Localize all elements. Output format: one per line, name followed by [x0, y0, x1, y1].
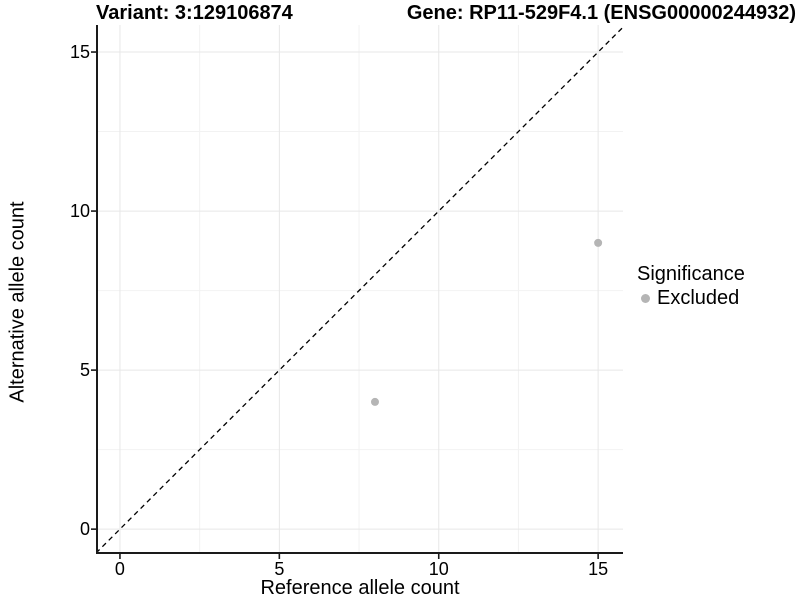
y-tick-label: 15	[69, 42, 90, 63]
y-tick-label: 10	[69, 201, 90, 222]
x-tick-label: 15	[588, 559, 609, 579]
plot-title-row: Variant: 3:129106874 Gene: RP11-529F4.1 …	[96, 2, 796, 25]
legend-item-excluded: Excluded	[637, 287, 745, 310]
plot-title-variant: Variant: 3:129106874	[96, 2, 293, 24]
legend: Significance Excluded	[637, 263, 745, 310]
y-tick-label: 0	[79, 519, 90, 540]
x-tick-label: 10	[428, 559, 449, 579]
legend-point-icon	[641, 294, 650, 303]
x-axis-title: Reference allele count	[260, 577, 460, 599]
plot-title-gene: Gene: RP11-529F4.1 (ENSG00000244932)	[406, 2, 796, 24]
identity-dashed-line	[97, 26, 623, 553]
y-axis-title: Alternative allele count	[6, 201, 29, 403]
data-point	[594, 238, 603, 247]
data-point	[370, 397, 379, 406]
legend-title: Significance	[637, 263, 745, 285]
x-tick-label: 0	[114, 559, 125, 579]
x-tick-label: 5	[274, 559, 285, 579]
legend-item-label: Excluded	[657, 287, 740, 309]
y-tick-label: 5	[79, 360, 90, 381]
